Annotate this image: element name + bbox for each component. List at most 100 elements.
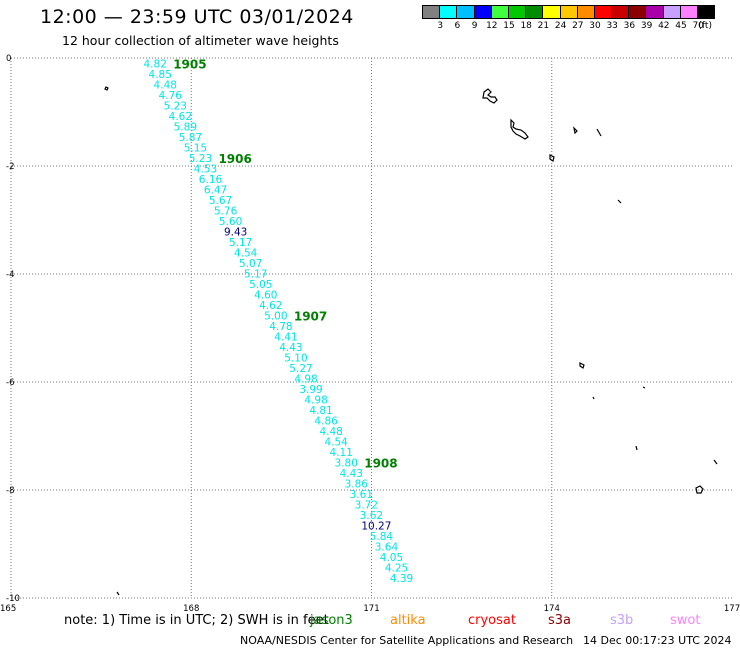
island-outline [579,362,585,369]
legend-label: 12 [486,21,498,31]
legend-label: 30 [589,21,601,31]
wave-height-value: 4.60 [254,289,277,301]
longitude-tick-labels: 165 168 171 174 177 [0,604,740,614]
wave-height-value: 4.43 [340,468,363,480]
latitude-tick-labels: 0 -2 -4 -6 -8 -10 [6,54,20,604]
legend-swatch [490,5,509,19]
legend-swatch [525,5,544,19]
island-coastlines [104,86,718,596]
wave-height-value: 3.61 [350,489,373,501]
wave-height-value: 4.86 [314,415,338,427]
wave-height-value: 5.89 [174,121,197,133]
legend-label: 3 [437,21,444,31]
lon-tick-label: 168 [183,604,199,614]
wave-height-value: 3.80 [335,457,358,469]
legend-swatch [593,5,613,19]
legend-swatch [456,5,475,19]
wave-height-value: 5.10 [284,352,307,364]
island-outline [592,396,595,400]
mission-s3b: s3b [610,613,634,628]
wave-height-value: 4.43 [279,342,302,354]
island-outline [104,86,109,91]
track-time-labels: 1905 1906 1907 1908 [173,57,397,470]
legend-label: 36 [623,21,636,31]
page-subtitle: 12 hour collection of altimeter wave hei… [62,33,339,48]
island-outline [549,154,555,162]
legend-swatch [679,5,698,19]
wave-height-value: 3.62 [360,510,383,522]
legend-swatch [542,5,561,19]
island-outline [713,459,718,465]
legend-label: 42 [658,21,670,31]
wave-height-value: 4.54 [324,436,348,448]
legend-swatch [507,5,527,19]
wave-height-value: 5.27 [289,363,312,375]
wave-height-value: 3.64 [375,542,399,554]
page-title: 12:00 — 23:59 UTC 03/01/2024 [40,6,354,28]
legend-swatch [662,5,681,19]
wave-height-value: 4.25 [385,563,408,575]
wave-height-value: 4.62 [169,111,192,123]
legend-label: 33 [606,21,618,31]
wave-height-value: 4.76 [159,90,183,102]
mission-altika: altika [390,613,426,628]
lat-tick-label: -10 [6,594,20,604]
color-legend: 3 6 9 12 15 18 21 24 27 30 33 36 39 42 45 70 (ft) [422,5,740,31]
wave-height-value: 10.27 [361,521,391,533]
lat-tick-label: -2 [6,162,14,172]
wave-height-value: 5.23 [189,153,212,165]
lon-tick-label: 177 [724,604,740,614]
credit-text: NOAA/NESDIS Center for Satellite Applica… [240,634,574,647]
track-time-label: 1905 [173,57,206,71]
wave-height-value: 4.05 [380,552,403,564]
legend-swatch [439,5,458,19]
wave-height-value: 4.39 [390,573,413,585]
legend-label: 9 [471,21,478,31]
island-outline [573,126,578,135]
wave-height-value: 3.72 [355,500,378,512]
island-outline [596,128,602,137]
legend-label: 39 [640,21,653,31]
legend-swatch [473,5,492,19]
altimeter-track: 4.824.854.484.765.234.625.895.875.155.23… [144,58,414,585]
wave-height-value: 5.76 [214,205,238,217]
island-outline [642,386,646,389]
wave-height-value: 4.85 [149,69,172,81]
mission-jason3: jason3 [310,613,353,628]
wave-height-value: 6.47 [204,184,227,196]
track-time-label: 1908 [364,456,397,470]
legend-label: 18 [520,21,532,31]
mission-cryosat: cryosat [468,613,516,628]
legend-swatch [697,5,716,19]
wave-height-value: 5.17 [244,268,267,280]
legend-swatch [628,5,647,19]
legend-label: 24 [554,21,567,31]
legend-swatch [559,5,578,19]
wave-height-value: 4.81 [309,405,332,417]
timestamp-text: 14 Dec 00:17:23 UTC 2024 [583,634,732,647]
legend-label: 21 [537,21,550,31]
wave-height-value: 3.99 [299,384,322,396]
lat-tick-label: -6 [6,378,14,388]
note: note: 1) Time is in UTC; 2) SWH is in fe… [64,613,700,628]
wave-height-value: 5.07 [239,258,262,270]
wave-height-value: 5.60 [219,216,242,228]
legend-unit: (ft) [698,21,712,31]
wave-height-value: 4.41 [274,331,297,343]
legend-swatches [422,5,740,19]
wave-height-value: 4.62 [259,300,282,312]
lat-tick-label: -4 [6,270,14,280]
wave-height-value: 4.54 [234,247,258,259]
mission-swot: swot [670,613,701,628]
island-outline [482,88,498,104]
legend-label: 45 [675,21,687,31]
wave-height-value: 5.00 [264,310,287,322]
mission-s3a: s3a [548,613,572,628]
legend-labels: 3 6 9 12 15 18 21 24 27 30 33 36 39 42 45 70 (ft) [422,19,740,31]
lat-tick-label: -8 [6,486,14,496]
legend-label: 70 [692,21,704,31]
legend-label: 6 [454,21,461,31]
wave-height-value: 5.67 [209,195,232,207]
wave-height-value: 5.15 [184,142,207,154]
